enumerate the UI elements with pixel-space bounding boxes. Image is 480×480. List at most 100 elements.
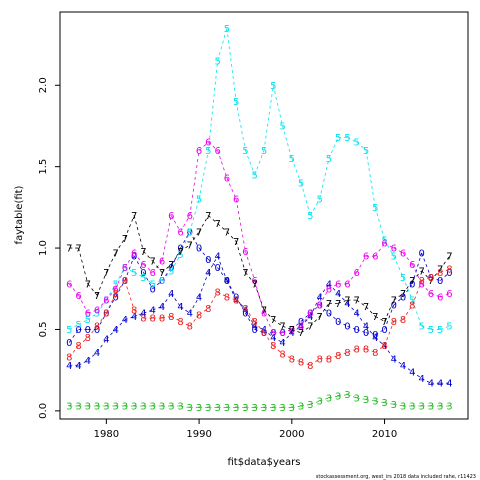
series-7-segment xyxy=(384,299,395,322)
series-3-point: 3 xyxy=(381,398,387,409)
series-8-segment xyxy=(180,320,191,327)
series-8-point: 8 xyxy=(344,348,350,359)
series-4-point: 4 xyxy=(85,356,91,367)
series-7-point: 7 xyxy=(85,279,91,290)
series-3-point: 3 xyxy=(354,393,360,404)
series-8-segment xyxy=(291,358,302,363)
series-0-segment xyxy=(411,252,423,284)
series-0-segment xyxy=(421,252,432,278)
series-8-segment xyxy=(338,351,348,356)
series-7-point: 7 xyxy=(446,252,452,263)
series-4-point: 4 xyxy=(391,354,397,365)
series-8-segment xyxy=(440,268,450,273)
series-6-point: 6 xyxy=(428,289,434,300)
series-8-point: 8 xyxy=(75,341,81,352)
series-4-segment xyxy=(78,360,89,366)
series-6-segment xyxy=(412,264,422,285)
series-5-point: 5 xyxy=(344,133,350,144)
series-5-point: 5 xyxy=(131,268,137,279)
series-5-point: 5 xyxy=(150,279,156,290)
series-3-point: 3 xyxy=(372,397,378,408)
series-5-point: 5 xyxy=(205,146,211,157)
series-4-segment xyxy=(217,256,228,281)
series-6-point: 6 xyxy=(75,291,81,302)
series-7-point: 7 xyxy=(252,279,258,290)
series-8-segment xyxy=(161,316,172,319)
series-4-segment xyxy=(319,283,330,298)
series-6-point: 6 xyxy=(326,284,332,295)
series-4-point: 4 xyxy=(428,379,434,390)
series-3-segment xyxy=(393,403,404,407)
series-6-segment xyxy=(208,141,218,151)
series-8-point: 8 xyxy=(187,322,193,333)
series-3-point: 3 xyxy=(289,403,295,414)
series-4-segment xyxy=(393,358,404,366)
series-5-point: 5 xyxy=(122,263,128,274)
series-4-point: 4 xyxy=(242,305,248,316)
series-8-point: 8 xyxy=(354,344,360,355)
series-0-segment xyxy=(328,312,339,322)
series-4-point: 4 xyxy=(103,335,109,346)
series-7-segment xyxy=(170,251,181,265)
series-0-segment xyxy=(319,304,330,314)
series-0-point: 0 xyxy=(279,328,285,339)
series-0-segment xyxy=(291,321,302,330)
series-0-point: 0 xyxy=(428,273,434,284)
series-0-point: 0 xyxy=(307,309,313,320)
series-0-point: 0 xyxy=(363,328,369,339)
series-6-segment xyxy=(189,150,200,216)
series-7-point: 7 xyxy=(428,276,434,287)
series-7-segment xyxy=(152,260,163,273)
series-7-segment xyxy=(96,272,107,296)
series-5-segment xyxy=(69,324,79,330)
axes-layer: 1980 1990 2000 2010 0.0 0.5 1.0 1.5 2.0 xyxy=(38,77,397,440)
series-8-segment xyxy=(430,272,441,278)
series-4-point: 4 xyxy=(298,322,304,333)
series-6-segment xyxy=(245,251,256,281)
series-4-point: 4 xyxy=(363,322,369,333)
series-5-point: 5 xyxy=(326,154,332,165)
series-6-point: 6 xyxy=(270,328,276,339)
series-6-point: 6 xyxy=(159,257,165,268)
series-6-segment xyxy=(133,252,144,265)
series-4-segment xyxy=(412,371,422,379)
x-tick-label: 2010 xyxy=(372,429,397,440)
series-4-point: 4 xyxy=(168,289,174,300)
series-0-point: 0 xyxy=(289,325,295,336)
series-6-point: 6 xyxy=(131,248,137,259)
series-5-point: 5 xyxy=(233,97,239,108)
series-0-segment xyxy=(198,247,209,260)
series-7-segment xyxy=(180,244,191,252)
series-3-point: 3 xyxy=(214,403,220,414)
series-4-segment xyxy=(375,337,385,347)
series-8-point: 8 xyxy=(66,353,72,364)
series-7-point: 7 xyxy=(205,211,211,222)
series-5-segment xyxy=(291,158,302,184)
series-4-point: 4 xyxy=(279,338,285,349)
series-5-segment xyxy=(421,325,432,330)
series-8-point: 8 xyxy=(168,312,174,323)
series-8-point: 8 xyxy=(363,344,369,355)
series-8-point: 8 xyxy=(224,292,230,303)
series-8-point: 8 xyxy=(298,358,304,369)
series-7-segment xyxy=(78,247,89,284)
series-3-point: 3 xyxy=(307,400,313,411)
series-0-point: 0 xyxy=(131,252,137,263)
series-8-segment xyxy=(217,291,228,298)
series-0-segment xyxy=(356,329,367,334)
series-7-segment xyxy=(356,299,367,307)
series-5-point: 5 xyxy=(316,195,322,206)
series-0-segment xyxy=(365,332,376,335)
series-7-point: 7 xyxy=(187,240,193,251)
series-4-point: 4 xyxy=(159,302,165,313)
series-8-point: 8 xyxy=(242,304,248,315)
series-4-segment xyxy=(282,332,293,343)
series-7-point: 7 xyxy=(363,302,369,313)
series-0-point: 0 xyxy=(409,279,415,290)
series-5-segment xyxy=(198,150,209,200)
series-6-point: 6 xyxy=(400,248,406,259)
series-4-point: 4 xyxy=(214,252,220,263)
series-7-segment xyxy=(87,283,98,296)
series-7-point: 7 xyxy=(354,296,360,307)
